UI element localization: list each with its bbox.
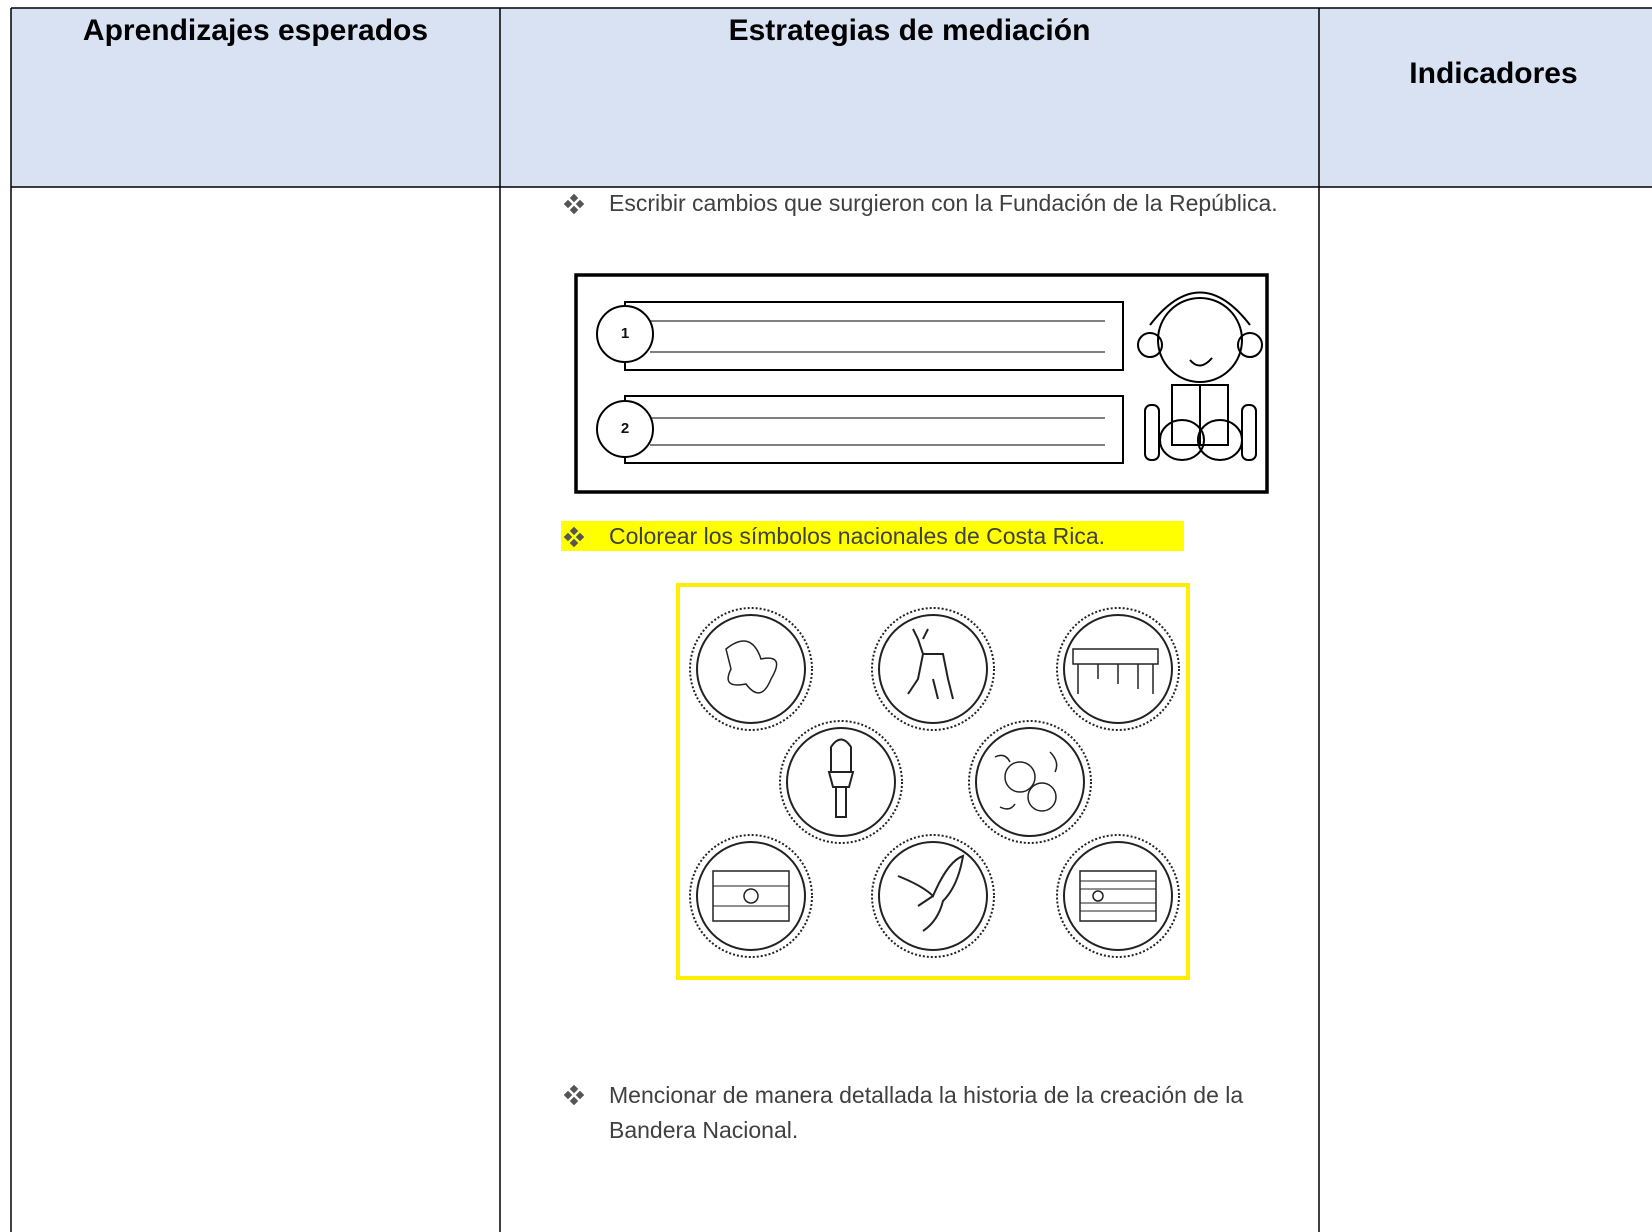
column-header: Estrategias de mediación [728, 14, 1091, 47]
worksheet [574, 273, 1269, 494]
table-borders [10, 7, 1652, 1232]
strategy-text: Escribir cambios que surgieron con la Fu… [609, 190, 1278, 216]
strategy-text: Mencionar de manera detallada la histori… [609, 1082, 1244, 1143]
line-number: 2 [620, 420, 630, 437]
symbols-frame [676, 583, 1190, 980]
column-header: Aprendizajes esperados [82, 14, 429, 47]
column-header: Indicadores [1409, 57, 1578, 90]
header-background [11, 8, 1652, 187]
line-number: 1 [620, 325, 630, 342]
strategy-text: Colorear los símbolos nacionales de Cost… [609, 523, 1106, 549]
national-symbols [689, 607, 1180, 958]
